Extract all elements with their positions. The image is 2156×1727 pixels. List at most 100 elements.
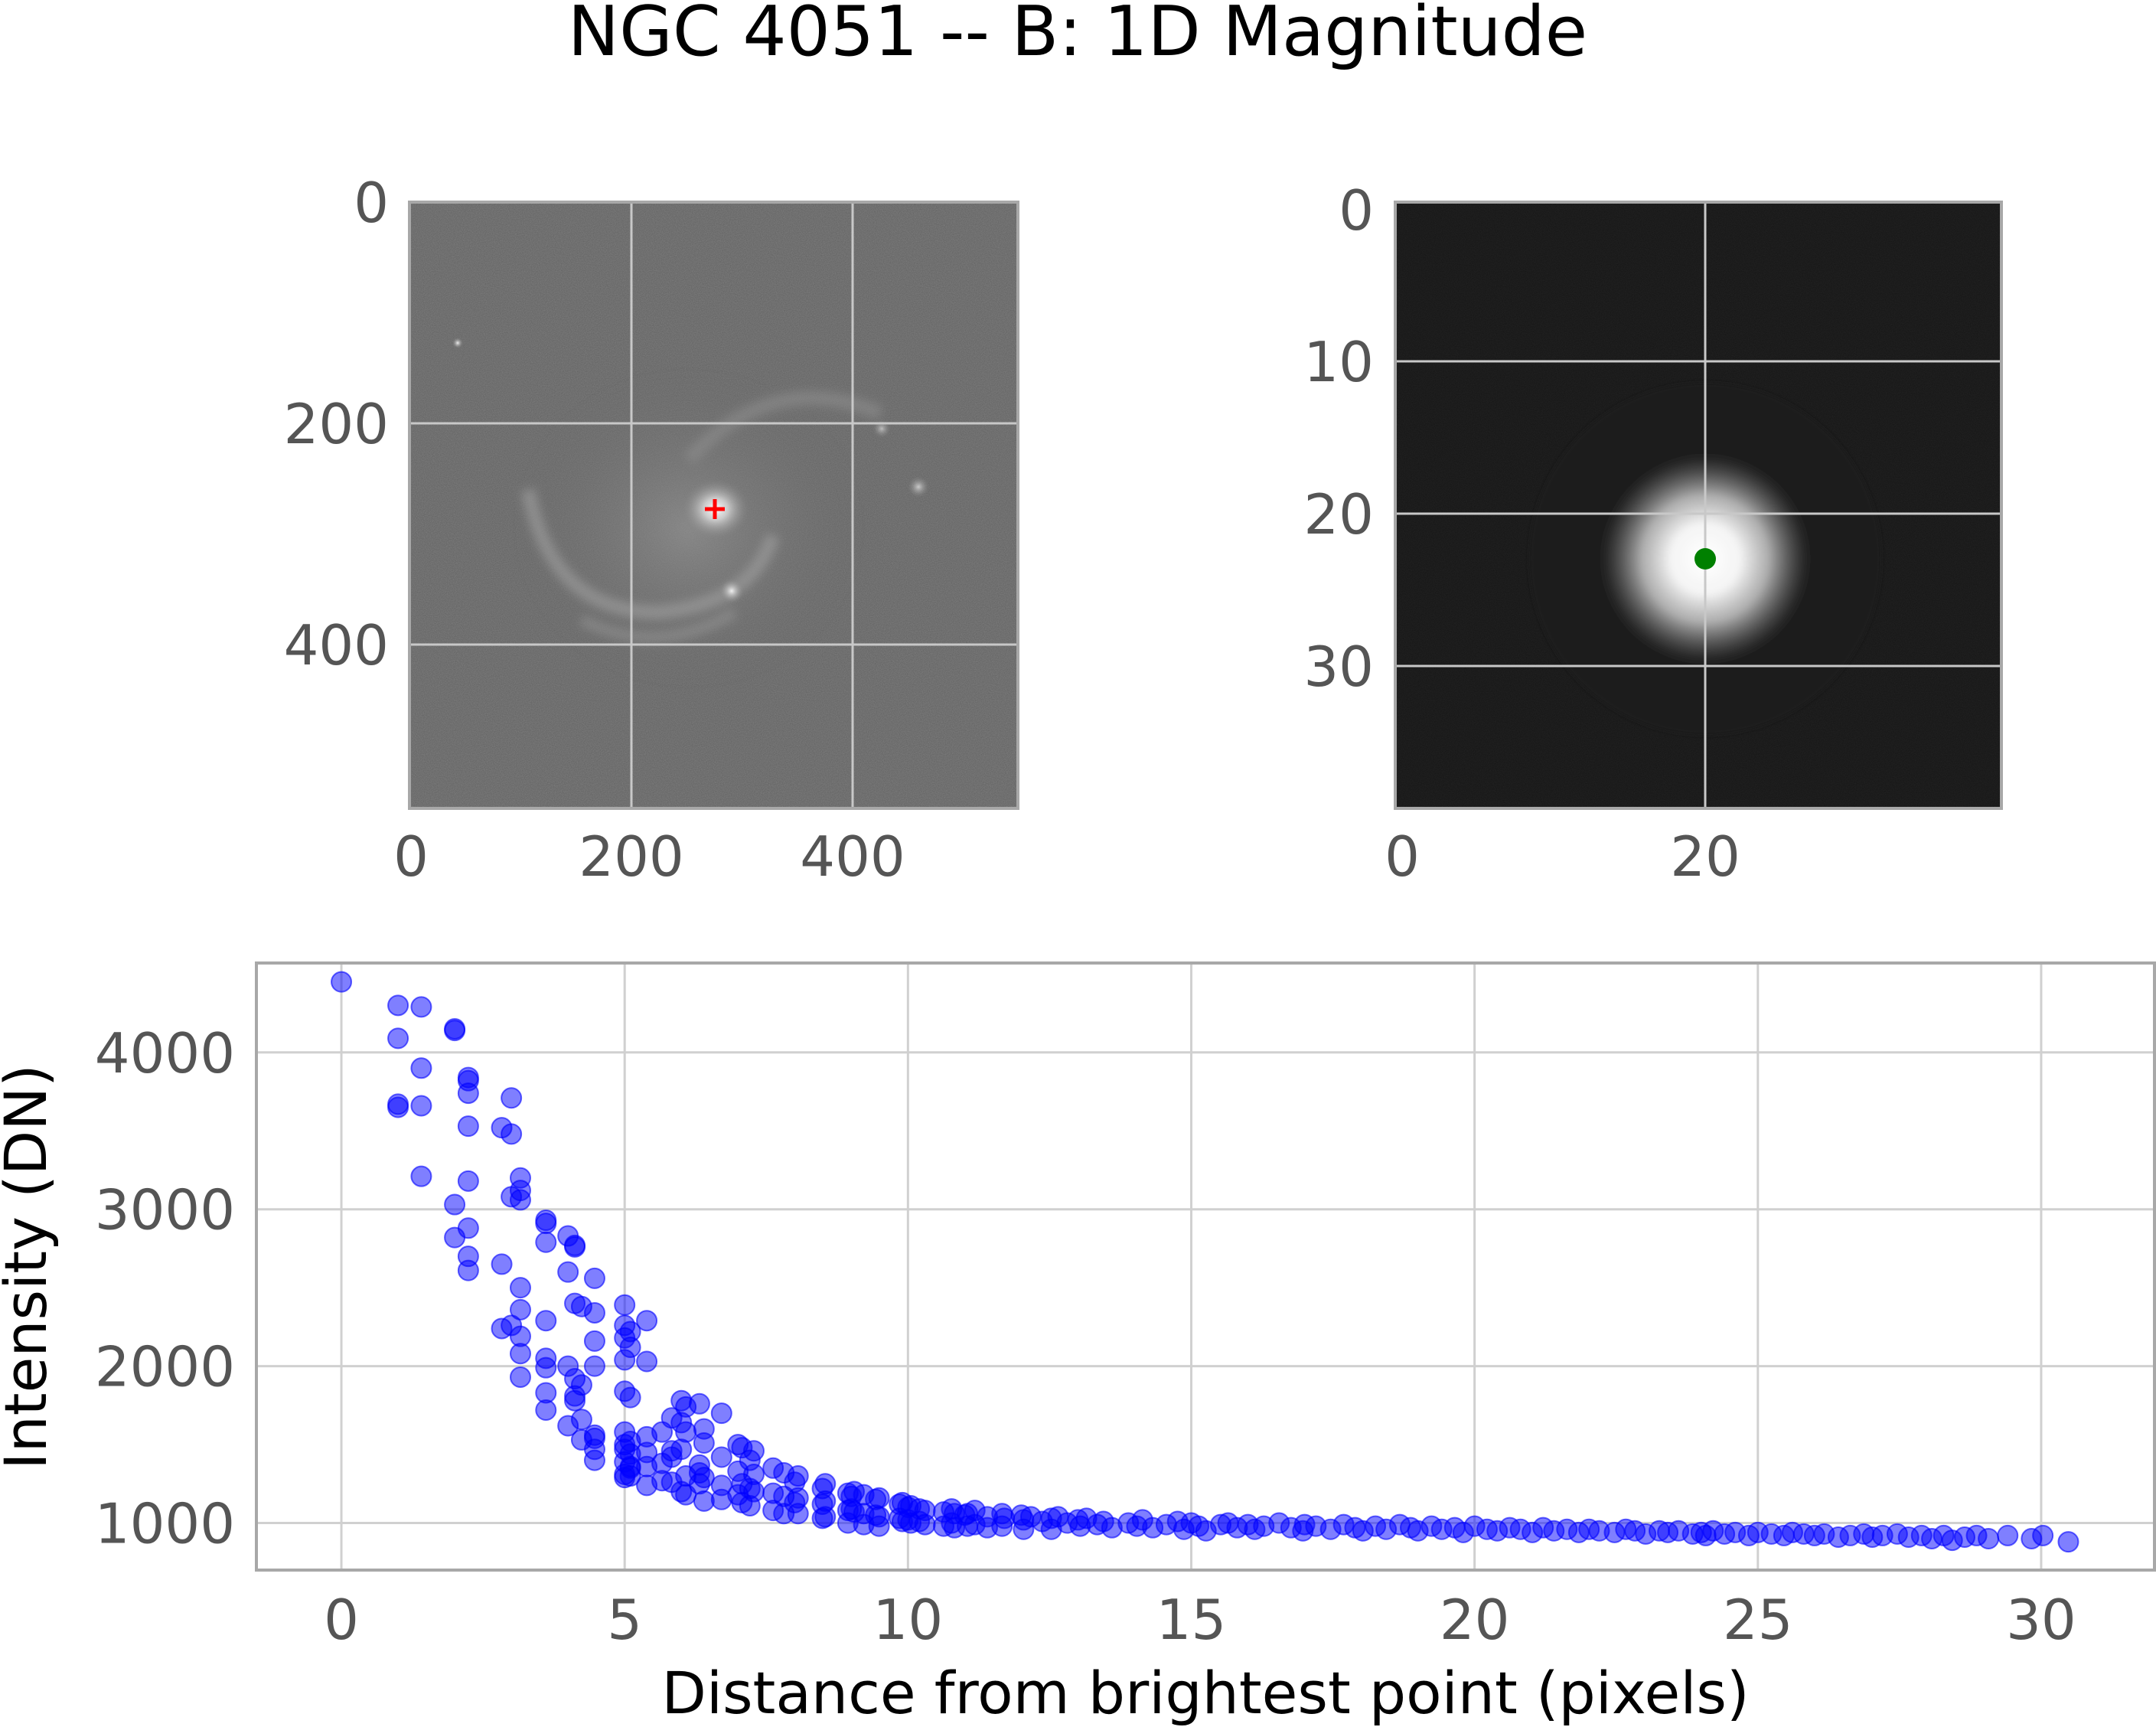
full-frame-y-tick: 0 bbox=[354, 171, 389, 235]
full-frame-x-tick: 0 bbox=[393, 824, 429, 889]
data-point bbox=[501, 1123, 523, 1145]
cutout-y-tick: 0 bbox=[1339, 178, 1374, 243]
data-point bbox=[1997, 1524, 2019, 1546]
data-point bbox=[583, 1355, 605, 1377]
full-frame-marker bbox=[705, 499, 725, 519]
data-point bbox=[457, 1170, 479, 1192]
data-point bbox=[535, 1356, 557, 1379]
data-point bbox=[444, 1020, 466, 1042]
data-point bbox=[457, 1217, 479, 1239]
data-point bbox=[787, 1503, 809, 1525]
profile-y-tick: 4000 bbox=[95, 1021, 235, 1085]
profile-points bbox=[331, 971, 2079, 1553]
data-point bbox=[410, 1057, 432, 1079]
profile-panel: 0 5 10 15 20 25 30 1000 2000 3000 4000 Distance f… bbox=[0, 961, 2156, 1727]
profile-x-tick: 0 bbox=[324, 1588, 359, 1652]
profile-y-tick: 3000 bbox=[95, 1178, 235, 1242]
data-point bbox=[636, 1310, 658, 1332]
data-point bbox=[570, 1374, 592, 1396]
data-point bbox=[710, 1402, 732, 1425]
data-point bbox=[742, 1481, 765, 1503]
full-frame-y-tick: 200 bbox=[284, 392, 389, 456]
data-point bbox=[2057, 1531, 2079, 1553]
profile-x-tick: 10 bbox=[873, 1588, 944, 1652]
cutout-x-ticks: 0 20 bbox=[1385, 824, 1740, 889]
data-point bbox=[814, 1506, 837, 1528]
figure-title: NGC 4051 -- B: 1D Magnitude bbox=[568, 0, 1587, 72]
full-frame-y-ticks: 0 200 400 bbox=[284, 171, 389, 677]
data-point bbox=[868, 1515, 890, 1537]
data-point bbox=[501, 1087, 523, 1109]
data-point bbox=[509, 1298, 531, 1321]
data-point bbox=[583, 1267, 605, 1289]
data-point bbox=[535, 1231, 557, 1253]
cutout-y-tick: 20 bbox=[1303, 482, 1374, 547]
data-point bbox=[693, 1490, 715, 1512]
data-point bbox=[387, 1027, 409, 1050]
data-point bbox=[491, 1253, 513, 1275]
full-frame-axes-frame bbox=[408, 201, 1019, 810]
cutout-y-ticks: 0 10 20 30 bbox=[1303, 178, 1374, 699]
data-point bbox=[583, 1330, 605, 1352]
data-point bbox=[509, 1189, 531, 1211]
data-point bbox=[636, 1350, 658, 1373]
cutout-y-tick: 10 bbox=[1303, 330, 1374, 394]
profile-y-tick: 2000 bbox=[95, 1335, 235, 1399]
cutout-y-tick: 30 bbox=[1303, 635, 1374, 699]
cutout-marker bbox=[1694, 548, 1716, 570]
data-point bbox=[619, 1337, 641, 1359]
full-frame-panel: 0 200 400 0 200 400 bbox=[284, 171, 1019, 889]
full-frame-x-ticks: 0 200 400 bbox=[393, 824, 905, 889]
data-point bbox=[535, 1399, 557, 1421]
data-point bbox=[457, 1082, 479, 1105]
data-point bbox=[693, 1432, 715, 1454]
data-point bbox=[331, 971, 353, 993]
data-point bbox=[675, 1421, 697, 1443]
full-frame-grid bbox=[409, 202, 1018, 808]
data-point bbox=[619, 1465, 641, 1487]
data-point bbox=[868, 1487, 890, 1509]
data-point bbox=[614, 1294, 636, 1316]
data-point bbox=[619, 1386, 641, 1409]
profile-x-tick: 5 bbox=[607, 1588, 642, 1652]
data-point bbox=[1978, 1528, 2000, 1550]
full-frame-y-tick: 400 bbox=[284, 613, 389, 677]
profile-y-ticks: 1000 2000 3000 4000 bbox=[95, 1021, 235, 1556]
profile-x-label: Distance from brightest point (pixels) bbox=[661, 1659, 1749, 1727]
profile-x-tick: 25 bbox=[1723, 1588, 1793, 1652]
data-point bbox=[387, 1096, 409, 1118]
data-point bbox=[509, 1277, 531, 1299]
data-point bbox=[2032, 1524, 2054, 1546]
cutout-x-tick: 0 bbox=[1385, 824, 1420, 889]
data-point bbox=[583, 1301, 605, 1324]
data-point bbox=[693, 1467, 715, 1489]
profile-x-ticks: 0 5 10 15 20 25 30 bbox=[324, 1588, 2076, 1652]
data-point bbox=[564, 1236, 586, 1258]
cutout-grid bbox=[1395, 202, 2001, 808]
data-point bbox=[688, 1392, 710, 1415]
data-point bbox=[509, 1366, 531, 1388]
data-point bbox=[535, 1310, 557, 1332]
profile-x-tick: 20 bbox=[1440, 1588, 1510, 1652]
data-point bbox=[457, 1115, 479, 1138]
data-point bbox=[410, 1095, 432, 1117]
profile-y-tick: 1000 bbox=[95, 1492, 235, 1556]
profile-y-label: Intensity (DN) bbox=[0, 1064, 60, 1470]
data-point bbox=[583, 1449, 605, 1471]
data-point bbox=[535, 1213, 557, 1235]
cutout-image bbox=[1395, 202, 2001, 808]
data-point bbox=[914, 1513, 936, 1536]
data-point bbox=[410, 996, 432, 1018]
cutout-axes-frame bbox=[1394, 201, 2003, 810]
cutout-x-tick: 20 bbox=[1670, 824, 1740, 889]
profile-plot-area bbox=[256, 963, 2154, 1570]
data-point bbox=[387, 994, 409, 1017]
data-point bbox=[509, 1343, 531, 1365]
data-point bbox=[457, 1259, 479, 1281]
profile-x-tick: 30 bbox=[2006, 1588, 2076, 1652]
full-frame-x-tick: 200 bbox=[579, 824, 683, 889]
data-point bbox=[742, 1440, 765, 1462]
data-point bbox=[410, 1165, 432, 1187]
data-point bbox=[557, 1261, 579, 1283]
